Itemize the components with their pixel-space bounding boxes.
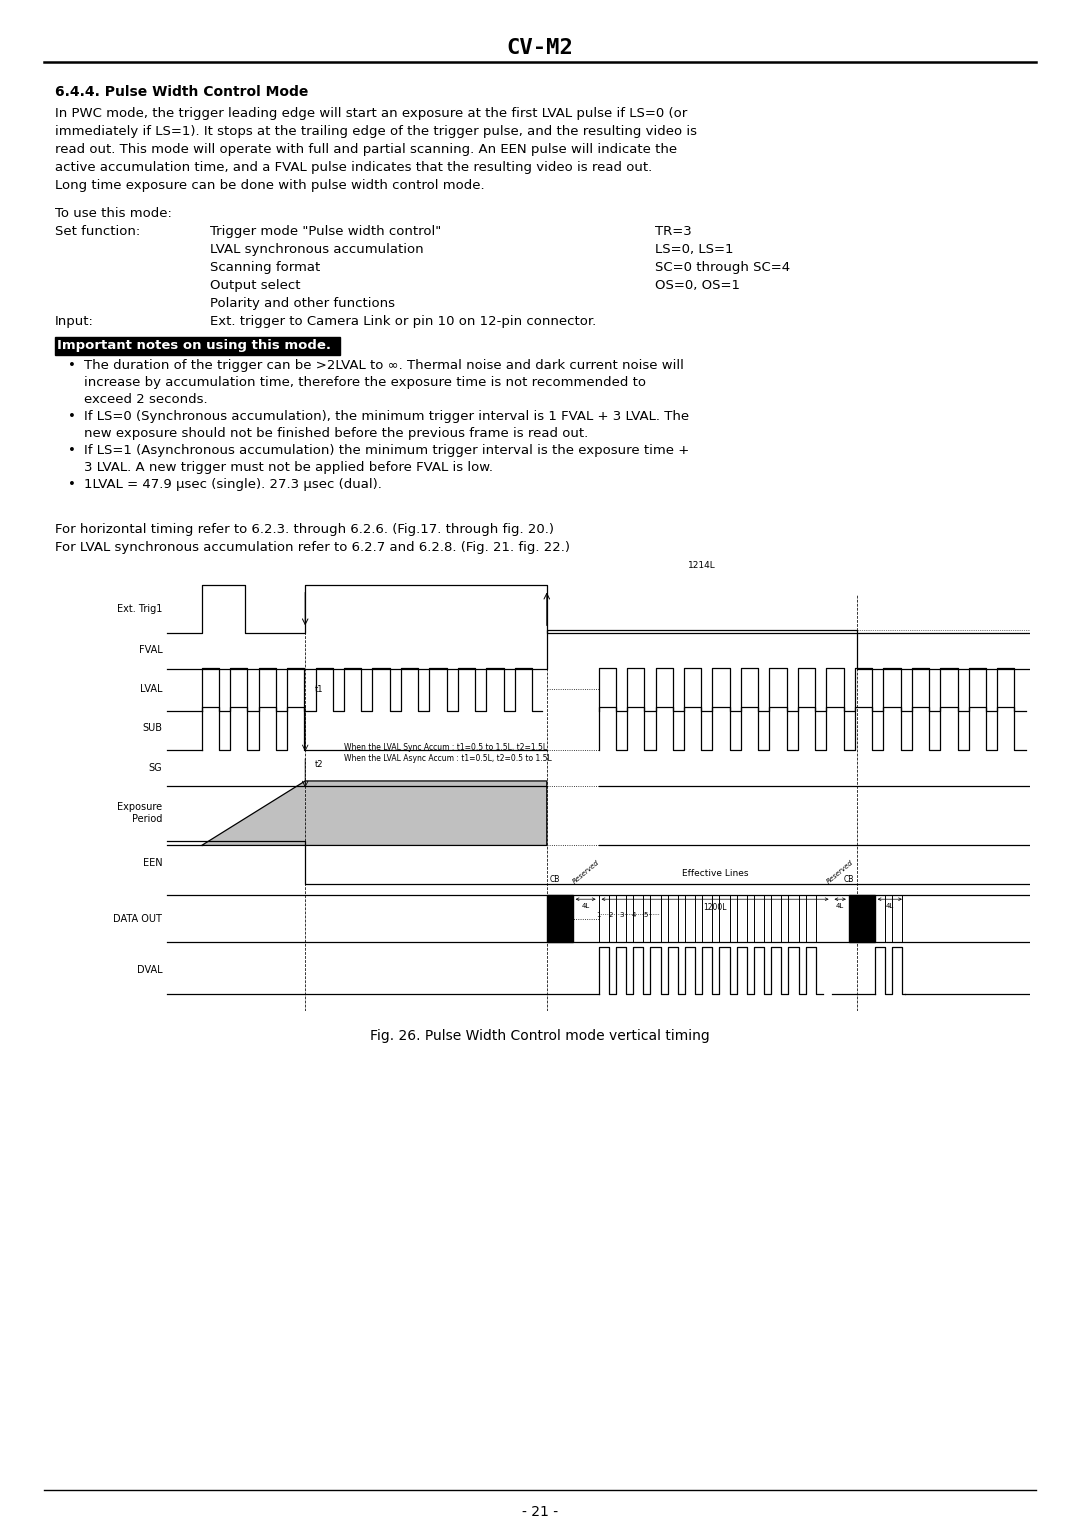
Text: Set function:: Set function: xyxy=(55,225,140,238)
Text: SC=0 through SC=4: SC=0 through SC=4 xyxy=(654,261,791,274)
Text: Reserved: Reserved xyxy=(826,860,854,885)
Text: new exposure should not be finished before the previous frame is read out.: new exposure should not be finished befo… xyxy=(84,426,589,440)
Text: Trigger mode "Pulse width control": Trigger mode "Pulse width control" xyxy=(210,225,442,238)
Text: Reserved: Reserved xyxy=(571,860,600,885)
Text: FVAL: FVAL xyxy=(138,645,162,656)
Text: LVAL: LVAL xyxy=(139,685,162,694)
Bar xyxy=(546,895,572,943)
Text: For horizontal timing refer to 6.2.3. through 6.2.6. (Fig.17. through fig. 20.): For horizontal timing refer to 6.2.3. th… xyxy=(55,523,554,536)
Text: - 21 -: - 21 - xyxy=(522,1505,558,1519)
Text: Long time exposure can be done with pulse width control mode.: Long time exposure can be done with puls… xyxy=(55,179,485,193)
Text: 2L: 2L xyxy=(555,903,564,909)
Text: DVAL: DVAL xyxy=(137,966,162,975)
Text: 4: 4 xyxy=(632,912,636,918)
Text: Effective Lines: Effective Lines xyxy=(681,869,748,877)
Text: CB: CB xyxy=(843,876,854,885)
Text: Ext. Trig1: Ext. Trig1 xyxy=(117,604,162,614)
Text: •: • xyxy=(68,410,76,423)
Text: 1200L: 1200L xyxy=(703,903,727,912)
Text: 1: 1 xyxy=(596,912,600,918)
Text: In PWC mode, the trigger leading edge will start an exposure at the first LVAL p: In PWC mode, the trigger leading edge wi… xyxy=(55,107,687,121)
Text: EEN: EEN xyxy=(143,857,162,868)
Text: 6.4.4. Pulse Width Control Mode: 6.4.4. Pulse Width Control Mode xyxy=(55,86,309,99)
Text: active accumulation time, and a FVAL pulse indicates that the resulting video is: active accumulation time, and a FVAL pul… xyxy=(55,160,652,174)
Text: CB: CB xyxy=(550,876,561,885)
Text: 1214L: 1214L xyxy=(688,561,716,570)
Text: 4L: 4L xyxy=(836,903,845,909)
Text: increase by accumulation time, therefore the exposure time is not recommended to: increase by accumulation time, therefore… xyxy=(84,376,646,390)
Text: If LS=1 (Asynchronous accumulation) the minimum trigger interval is the exposure: If LS=1 (Asynchronous accumulation) the … xyxy=(84,445,689,457)
Text: 3 LVAL. A new trigger must not be applied before FVAL is low.: 3 LVAL. A new trigger must not be applie… xyxy=(84,461,492,474)
Text: t2: t2 xyxy=(315,759,323,769)
Text: When the LVAL Sync Accum : t1=0.5 to 1.5L, t2=1.5L
When the LVAL Async Accum : t: When the LVAL Sync Accum : t1=0.5 to 1.5… xyxy=(345,743,552,762)
Text: SG: SG xyxy=(149,762,162,773)
Text: LS=0, LS=1: LS=0, LS=1 xyxy=(654,243,733,257)
Text: 3: 3 xyxy=(620,912,624,918)
Bar xyxy=(849,895,875,943)
Text: read out. This mode will operate with full and partial scanning. An EEN pulse wi: read out. This mode will operate with fu… xyxy=(55,144,677,156)
Text: The duration of the trigger can be >2LVAL to ∞. Thermal noise and dark current n: The duration of the trigger can be >2LVA… xyxy=(84,359,684,371)
Text: 2: 2 xyxy=(608,912,612,918)
Polygon shape xyxy=(202,781,546,845)
Text: Scanning format: Scanning format xyxy=(210,261,321,274)
Text: TR=3: TR=3 xyxy=(654,225,692,238)
Text: 5: 5 xyxy=(644,912,648,918)
Text: CV-M2: CV-M2 xyxy=(507,38,573,58)
Text: Output select: Output select xyxy=(210,280,300,292)
Text: Ext. trigger to Camera Link or pin 10 on 12-pin connector.: Ext. trigger to Camera Link or pin 10 on… xyxy=(210,315,596,329)
Text: •: • xyxy=(68,478,76,490)
Text: 4L: 4L xyxy=(581,903,590,909)
Text: For LVAL synchronous accumulation refer to 6.2.7 and 6.2.8. (Fig. 21. fig. 22.): For LVAL synchronous accumulation refer … xyxy=(55,541,570,555)
Text: Important notes on using this mode.: Important notes on using this mode. xyxy=(57,339,330,351)
Text: t1: t1 xyxy=(315,685,323,694)
Text: DATA OUT: DATA OUT xyxy=(113,914,162,923)
Text: exceed 2 seconds.: exceed 2 seconds. xyxy=(84,393,207,406)
Text: •: • xyxy=(68,445,76,457)
Text: •: • xyxy=(68,359,76,371)
Text: To use this mode:: To use this mode: xyxy=(55,206,172,220)
Text: If LS=0 (Synchronous accumulation), the minimum trigger interval is 1 FVAL + 3 L: If LS=0 (Synchronous accumulation), the … xyxy=(84,410,689,423)
Bar xyxy=(55,338,340,354)
Text: immediately if LS=1). It stops at the trailing edge of the trigger pulse, and th: immediately if LS=1). It stops at the tr… xyxy=(55,125,697,138)
Text: 4L: 4L xyxy=(886,903,894,909)
Text: Input:: Input: xyxy=(55,315,94,329)
Text: Fig. 26. Pulse Width Control mode vertical timing: Fig. 26. Pulse Width Control mode vertic… xyxy=(370,1028,710,1044)
Text: LVAL synchronous accumulation: LVAL synchronous accumulation xyxy=(210,243,423,257)
Text: Exposure
Period: Exposure Period xyxy=(117,802,162,824)
Text: Polarity and other functions: Polarity and other functions xyxy=(210,296,395,310)
Text: 1LVAL = 47.9 μsec (single). 27.3 μsec (dual).: 1LVAL = 47.9 μsec (single). 27.3 μsec (d… xyxy=(84,478,382,490)
Text: OS=0, OS=1: OS=0, OS=1 xyxy=(654,280,740,292)
Text: SUB: SUB xyxy=(143,723,162,733)
